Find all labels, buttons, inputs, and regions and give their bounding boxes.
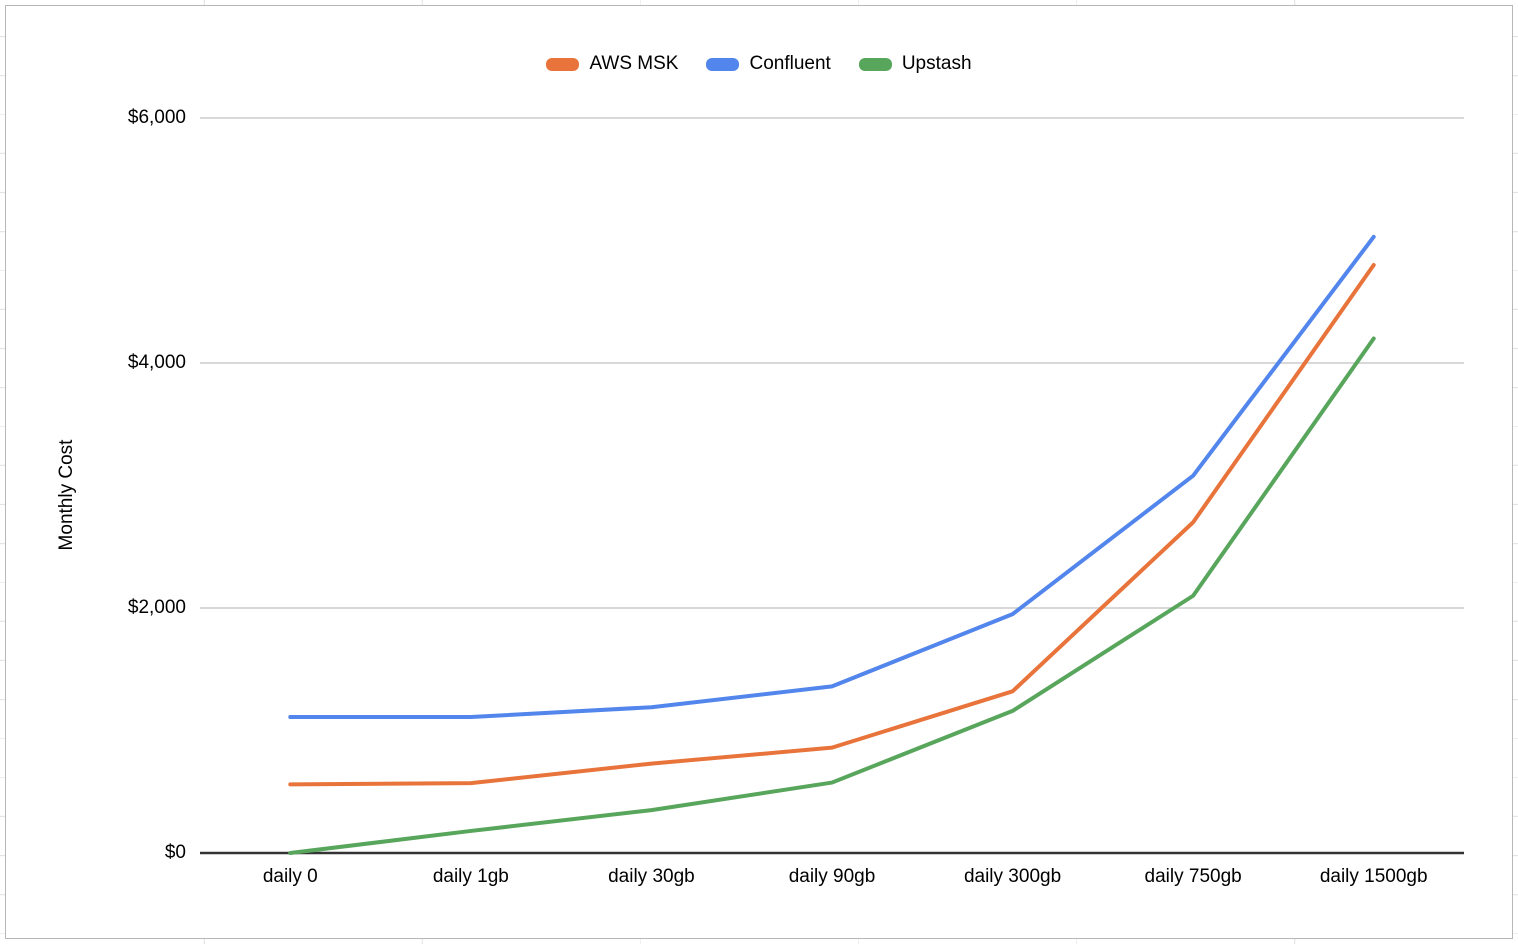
legend-label-upstash: Upstash	[901, 53, 972, 74]
y-tick-label-0: $0	[164, 842, 186, 863]
x-tick-label-daily-1500gb: daily 1500gb	[1319, 866, 1428, 887]
x-tick-label-daily-300gb: daily 300gb	[963, 866, 1062, 887]
y-tick-label-4000: $4,000	[127, 352, 186, 373]
series-line-confluent[interactable]	[288, 234, 1376, 720]
legend-swatch-upstash	[858, 57, 892, 71]
legend-item-upstash[interactable]: Upstash	[858, 53, 972, 75]
x-tick-label-daily-0: daily 0	[262, 866, 318, 887]
chart-legend: AWS MSK Confluent Upstash	[0, 50, 1518, 78]
series-line-aws-msk[interactable]	[288, 263, 1376, 787]
x-tick-label-daily-1gb: daily 1gb	[432, 866, 509, 887]
legend-item-confluent[interactable]: Confluent	[706, 53, 831, 75]
legend-item-aws-msk[interactable]: AWS MSK	[546, 53, 678, 75]
x-tick-label-daily-30gb: daily 30gb	[608, 866, 695, 887]
chart-panel[interactable]	[5, 5, 1513, 939]
legend-label-aws-msk: AWS MSK	[589, 53, 679, 74]
y-tick-label-2000: $2,000	[127, 597, 186, 618]
x-tick-label-daily-750gb: daily 750gb	[1144, 866, 1242, 887]
series-line-upstash[interactable]	[288, 336, 1376, 855]
legend-swatch-aws-msk	[546, 57, 580, 71]
legend-label-confluent: Confluent	[749, 53, 831, 74]
x-tick-label-daily-90gb: daily 90gb	[788, 866, 876, 887]
legend-swatch-confluent	[706, 57, 740, 71]
y-tick-label-6000: $6,000	[127, 107, 186, 128]
